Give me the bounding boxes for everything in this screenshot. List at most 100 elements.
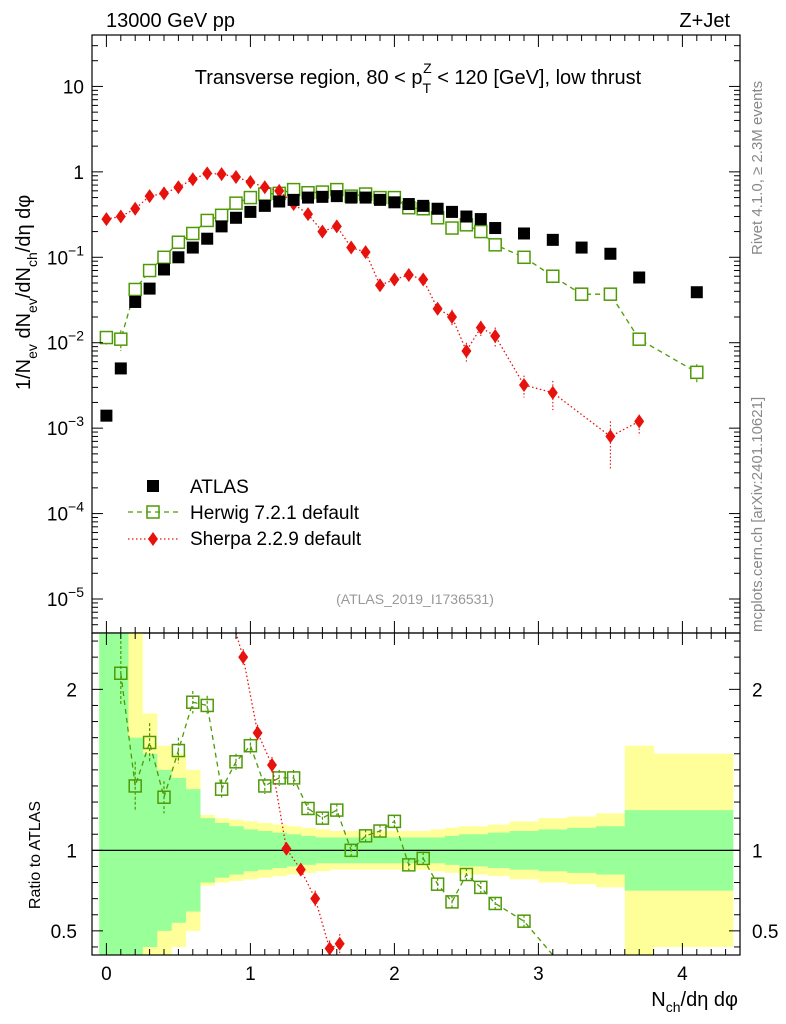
- y-tick-label-6: 10−5: [47, 584, 84, 611]
- tick-base: 10: [47, 505, 68, 526]
- band-inner: [99, 633, 129, 955]
- sherpa-point: [216, 167, 227, 182]
- ratio-sherpa-point: [252, 725, 263, 740]
- tick-base: 10: [47, 248, 68, 269]
- y-tick-label-3: 10−2: [47, 328, 84, 355]
- y-tick-label-5: 10−4: [47, 499, 84, 526]
- ratio-herwig-point: [286, 771, 301, 785]
- legend-atlas-marker: [147, 480, 159, 492]
- ratio-panel-axes: 0.5 0.5 1 1 2 2 0 1 2 3 4: [51, 632, 778, 985]
- herwig-point: [243, 190, 258, 205]
- ratio-y-tick-label-right: 0.5: [752, 922, 778, 943]
- atlas-point: [690, 286, 703, 299]
- ratio-herwig-point: [416, 851, 430, 866]
- sherpa-point: [475, 320, 486, 335]
- ratio-herwig-point: [301, 801, 315, 816]
- mcplots-label: mcplots.cern.ch [arXiv:2401.10621]: [749, 397, 766, 632]
- sherpa-point: [101, 212, 112, 227]
- ratio-herwig-point: [243, 738, 258, 753]
- tick-base: 10: [47, 334, 68, 355]
- sherpa-point: [634, 414, 645, 429]
- atlas-point: [143, 282, 156, 295]
- analysis-watermark: (ATLAS_2019_I1736531): [336, 591, 494, 607]
- ratio-herwig-point: [214, 782, 229, 796]
- atlas-point: [186, 241, 199, 254]
- atlas-point: [244, 205, 257, 218]
- sherpa-point: [187, 172, 198, 187]
- sherpa-point: [303, 207, 313, 222]
- ratio-herwig-line: [120, 673, 554, 956]
- ratio-herwig-point: [200, 698, 214, 713]
- herwig-point: [186, 226, 200, 241]
- ratio-herwig-point: [373, 824, 387, 838]
- ratio-sherpa-point: [238, 650, 249, 665]
- tick-exponent: −4: [68, 499, 84, 515]
- title-pre: Transverse region, 80 < p: [195, 67, 423, 89]
- ylabel-b-sub: ev: [24, 298, 40, 313]
- sherpa-point: [519, 377, 529, 392]
- rivet-version-label: Rivet 4.1.0, ≥ 2.3M events: [749, 81, 766, 255]
- ratio-y-tick-label-right: 2: [752, 680, 763, 701]
- tick-exponent: −3: [68, 413, 84, 429]
- herwig-point: [214, 208, 229, 223]
- xlabel-a-sub: ch: [666, 999, 681, 1015]
- ratio-frame: [91, 632, 741, 956]
- legend-herwig-marker: [146, 505, 160, 519]
- herwig-point: [114, 332, 128, 346]
- x-axis-label: Nch/dη dφ: [651, 989, 738, 1015]
- sherpa-point: [447, 310, 457, 325]
- ylabel-b: dN: [13, 313, 35, 344]
- herwig-point: [157, 250, 171, 265]
- ratio-herwig-point: [445, 895, 459, 909]
- atlas-point: [172, 251, 185, 264]
- ratio-herwig-point: [488, 896, 502, 911]
- tick-exponent: −5: [68, 584, 84, 600]
- sherpa-point: [547, 385, 558, 400]
- legend-sherpa-marker: [148, 532, 158, 546]
- atlas-point: [273, 195, 286, 208]
- ratio-y-axis-label: Ratio to ATLAS: [27, 801, 44, 909]
- sherpa-point: [432, 301, 443, 316]
- atlas-point: [100, 409, 113, 422]
- tick-base: 10: [47, 590, 68, 611]
- ylabel-d: /dη dφ: [13, 195, 35, 252]
- sherpa-point: [461, 343, 472, 358]
- herwig-point: [603, 287, 618, 301]
- atlas-point: [431, 202, 444, 215]
- herwig-point: [474, 224, 488, 239]
- ratio-herwig-point: [459, 867, 474, 882]
- ratio-y-tick-label-left: 2: [66, 680, 77, 701]
- ratio-herwig-point: [474, 880, 488, 895]
- herwig-point: [445, 221, 459, 235]
- herwig-point: [632, 332, 646, 346]
- ratio-herwig-point: [142, 735, 157, 750]
- ratio-herwig-point: [171, 743, 186, 758]
- atlas-point: [460, 210, 473, 223]
- atlas-point: [258, 199, 271, 212]
- atlas-point: [417, 199, 430, 212]
- sherpa-point: [317, 224, 328, 239]
- ylabel-a: 1/N: [13, 359, 35, 390]
- sherpa-point: [331, 219, 342, 234]
- sherpa-point: [130, 201, 141, 216]
- ratio-panel-bands: [92, 633, 740, 955]
- sherpa-point: [389, 272, 400, 287]
- ratio-sherpa-point: [310, 891, 321, 906]
- ratio-panel-series: [114, 632, 554, 956]
- ratio-herwig-point: [344, 843, 358, 858]
- atlas-point: [201, 232, 214, 245]
- ratio-herwig-point: [517, 914, 531, 928]
- atlas-point: [546, 233, 559, 246]
- atlas-point: [158, 263, 170, 276]
- legend-herwig-label: Herwig 7.2.1 default: [190, 503, 360, 524]
- atlas-point: [489, 222, 502, 235]
- sherpa-point: [231, 170, 241, 185]
- herwig-point: [574, 287, 589, 301]
- sherpa-point: [418, 272, 429, 287]
- sherpa-point: [605, 429, 616, 444]
- atlas-point: [474, 213, 487, 226]
- herwig-point: [142, 263, 157, 278]
- ratio-sherpa-point: [267, 758, 277, 773]
- ylabel-c: /dN: [13, 267, 35, 298]
